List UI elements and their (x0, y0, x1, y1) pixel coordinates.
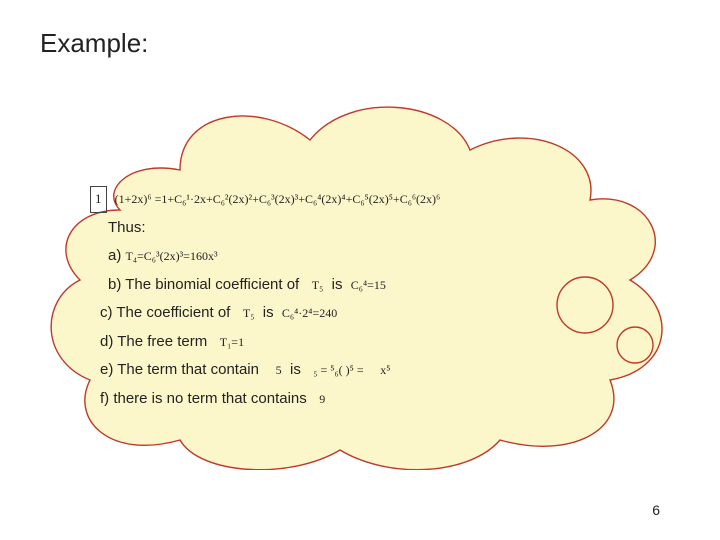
item-f: f) there is no term that contains 9 (90, 385, 680, 414)
slide-content: 1 (1+2x)⁶ =1+C₆¹·2x+C₆²(2x)²+C₆³(2x)³+C₆… (90, 185, 680, 413)
item-e: e) The term that contain 5 is ₅ = ⁵₆( )⁵… (90, 356, 680, 385)
cloud-container: 1 (1+2x)⁶ =1+C₆¹·2x+C₆²(2x)²+C₆³(2x)³+C₆… (30, 80, 690, 470)
item-b: b) The binomial coefficient of T₅ is C₆⁴… (90, 271, 680, 300)
item-a: a) T₄=C₆³(2x)³=160x³ (90, 242, 680, 271)
item-d: d) The free term T₁=1 (90, 328, 680, 357)
expansion-math: (1+2x)⁶ =1+C₆¹·2x+C₆²(2x)²+C₆³(2x)³+C₆⁴(… (115, 192, 441, 206)
thus-label: Thus: (90, 214, 680, 243)
page-title: Example: (40, 28, 148, 59)
item-c: c) The coefficient of T₅ is C₆⁴·2⁴=240 (90, 299, 680, 328)
page-number: 6 (652, 502, 660, 518)
expansion-line: 1 (1+2x)⁶ =1+C₆¹·2x+C₆²(2x)²+C₆³(2x)³+C₆… (90, 185, 680, 214)
problem-number-box: 1 (90, 186, 107, 213)
